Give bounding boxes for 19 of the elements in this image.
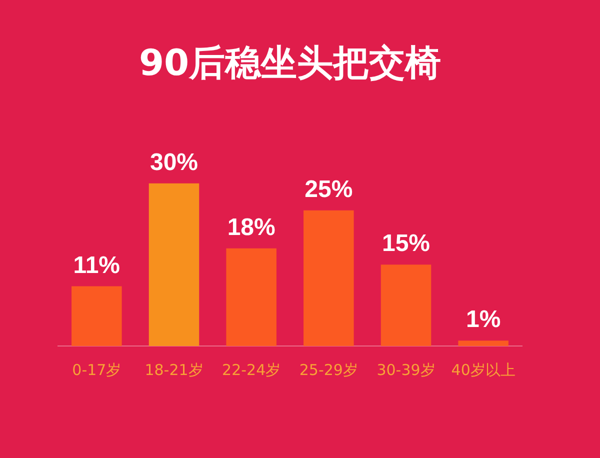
bar — [72, 286, 122, 346]
x-tick-label: 18-21岁 — [144, 360, 204, 379]
bar — [458, 340, 508, 346]
x-tick-label: 0-17岁 — [72, 360, 122, 379]
x-tick-label: 40岁以上 — [451, 360, 516, 379]
data-label: 11% — [73, 252, 120, 279]
x-tick-label: 22-24岁 — [222, 360, 281, 379]
bar — [380, 264, 432, 346]
data-label: 1% — [466, 306, 501, 334]
x-tick-label: 25-29岁 — [299, 360, 358, 379]
x-tick-label: 30-39岁 — [376, 360, 436, 379]
chart-title: 90后稳坐头把交椅 — [138, 42, 442, 84]
bar — [226, 248, 276, 346]
data-label: 25% — [304, 176, 353, 203]
data-label: 18% — [227, 214, 276, 241]
bar — [304, 210, 354, 346]
data-label: 30% — [150, 148, 198, 176]
bar — [148, 183, 200, 346]
data-label: 15% — [382, 230, 430, 258]
